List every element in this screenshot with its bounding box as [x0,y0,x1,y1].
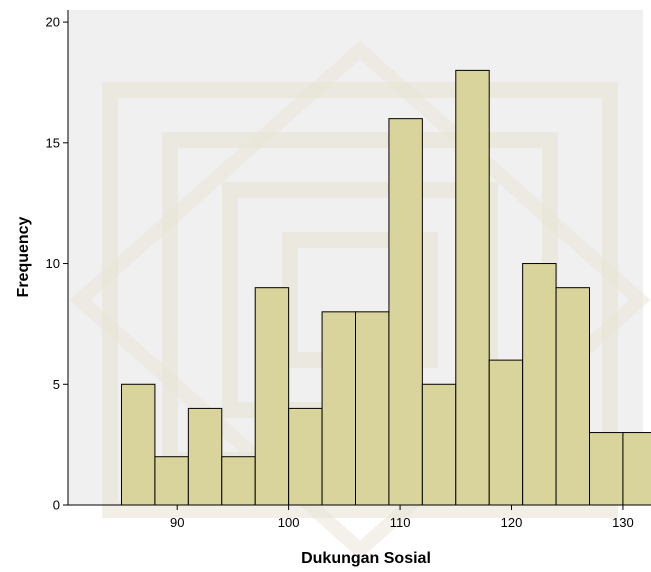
histogram-bar [355,311,390,506]
histogram-bar [488,359,524,506]
histogram-bar [421,383,457,506]
histogram-bar [455,69,490,506]
y-tick-label: 0 [53,498,60,513]
x-axis-title: Dukungan Sosial [301,550,431,567]
histogram-bar [288,407,323,506]
y-axis-title: Frequency [15,216,32,297]
watermark-diamond [69,40,651,560]
histogram-bar [555,287,591,506]
histogram-bar [120,383,156,506]
bars-group [120,69,651,506]
axes-group [67,10,643,506]
y-tick-label: 5 [53,377,60,392]
histogram-bar [522,263,557,506]
watermark-ring [102,82,618,518]
histogram-bar [254,287,290,506]
x-tick-label: 110 [390,515,411,530]
histogram-bar [589,432,624,506]
y-tick-label: 15 [46,135,60,150]
histogram-bar [187,407,223,506]
y-tick-label: 10 [46,256,60,271]
ticks-group: 0 5 10 15 20 90 100 110 120 130 [46,15,634,530]
x-tick-label: 100 [278,515,300,530]
histogram-bar [622,432,651,506]
histogram-bar [388,118,423,506]
histogram-bar [221,456,256,506]
x-tick-label: 130 [612,515,634,530]
histogram-bar [321,311,357,506]
x-tick-label: 90 [170,515,184,530]
histogram-bar [154,456,189,506]
x-tick-label: 120 [501,515,523,530]
y-tick-label: 20 [46,15,60,30]
